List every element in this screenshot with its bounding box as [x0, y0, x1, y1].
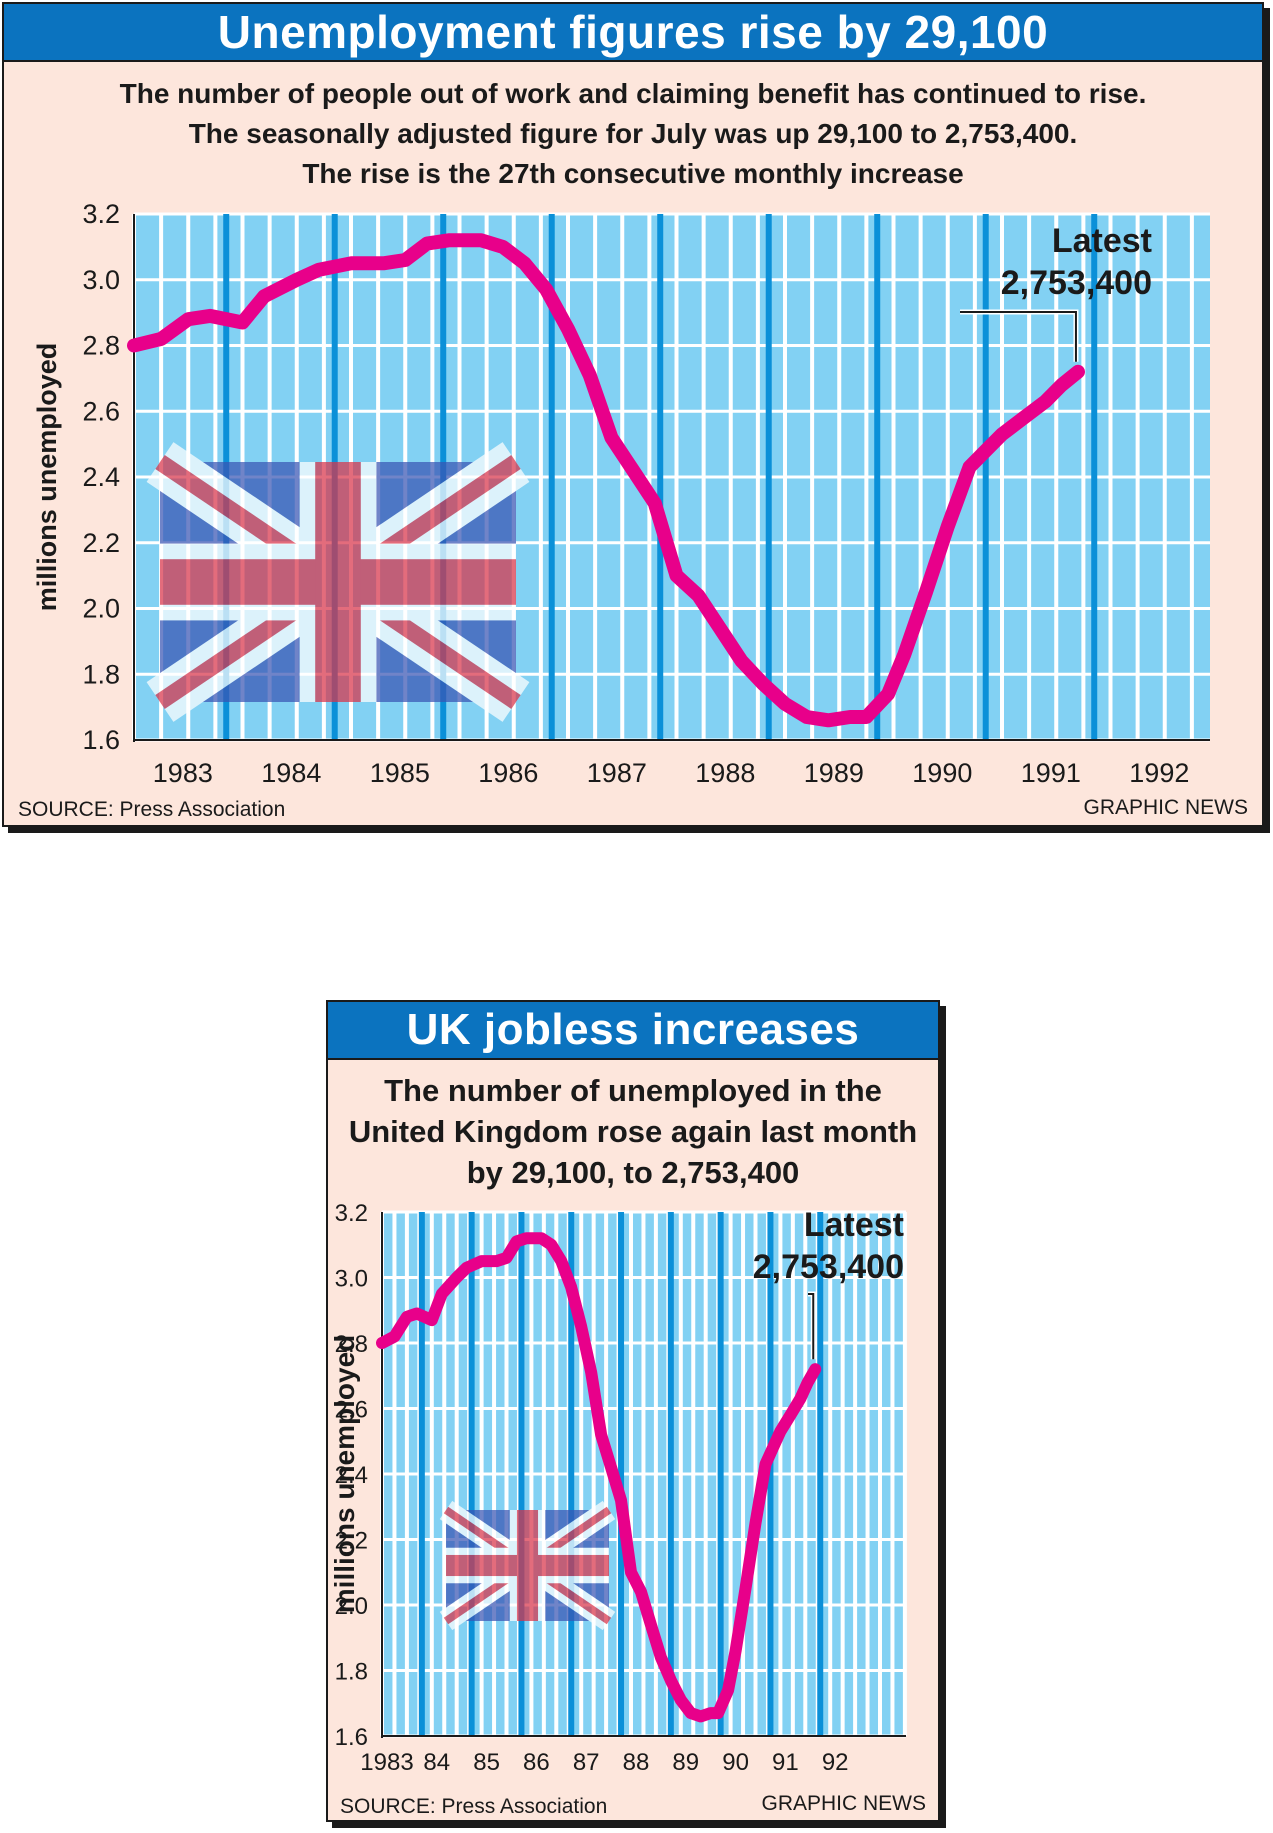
y-tick-label: 2.2: [82, 528, 120, 558]
y-axis-title: millions unemployed: [329, 1335, 360, 1613]
x-tick-label: 87: [573, 1749, 600, 1776]
panel-subtitle: The number of people out of work and cla…: [4, 74, 1262, 194]
x-tick-label: 90: [722, 1749, 749, 1776]
subtitle-line: The seasonally adjusted figure for July …: [188, 118, 1078, 149]
chart-panel-2: UK jobless increases The number of unemp…: [326, 1000, 940, 1822]
y-axis-title: millions unemployed: [32, 343, 62, 612]
y-tick-label: 1.8: [82, 659, 120, 689]
x-tick-label: 89: [672, 1749, 699, 1776]
y-tick-label: 3.0: [335, 1266, 368, 1293]
x-tick-label: 86: [523, 1749, 550, 1776]
x-tick-label: 1992: [1129, 758, 1189, 788]
y-tick-label: 2.0: [82, 594, 120, 624]
y-tick-label: 2.0: [335, 1593, 368, 1620]
x-tick-label: 84: [423, 1749, 450, 1776]
x-tick-label: 1989: [804, 758, 864, 788]
union-jack-flag-icon: [439, 1500, 616, 1631]
x-tick-label: 1983: [153, 758, 213, 788]
subtitle-line: by 29,100, to 2,753,400: [466, 1155, 800, 1190]
x-tick-label: 88: [623, 1749, 650, 1776]
x-tick-label: 1988: [695, 758, 755, 788]
y-tick-label: 2.6: [82, 396, 120, 426]
panel-title: Unemployment figures rise by 29,100: [4, 4, 1262, 62]
y-tick-label: 1.6: [82, 725, 120, 755]
y-tick-label: 2.6: [335, 1397, 368, 1424]
annotation-leader: [808, 1293, 815, 1360]
x-tick-label: 91: [772, 1749, 799, 1776]
y-tick-label: 3.2: [82, 199, 120, 229]
data-series-line: [127, 233, 1085, 728]
x-tick-label: 1990: [912, 758, 972, 788]
credit-note: GRAPHIC NEWS: [1083, 796, 1248, 819]
credit-note: GRAPHIC NEWS: [761, 1792, 926, 1815]
x-tick-label: 1991: [1021, 758, 1081, 788]
y-tick-label: 1.6: [335, 1724, 368, 1751]
data-series-line: [376, 1232, 822, 1723]
subtitle-line: United Kingdom rose again last month: [348, 1114, 918, 1149]
union-jack-flag-icon: [146, 442, 530, 722]
x-tick-label: 1984: [261, 758, 321, 788]
x-tick-label: 85: [473, 1749, 500, 1776]
annotation-label: Latest: [804, 1206, 904, 1244]
annotation-leader: [960, 311, 1077, 362]
y-tick-label: 2.4: [335, 1462, 368, 1489]
subtitle-line: The rise is the 27th consecutive monthly…: [302, 158, 964, 189]
annotation-label: Latest: [1052, 222, 1152, 260]
source-note: SOURCE: Press Association: [18, 798, 286, 821]
y-tick-label: 2.2: [335, 1528, 368, 1555]
x-tick-label: 1986: [478, 758, 538, 788]
x-tick-label: 92: [822, 1749, 849, 1776]
y-tick-label: 3.0: [82, 265, 120, 295]
subtitle-line: The number of people out of work and cla…: [119, 78, 1147, 109]
y-tick-label: 2.8: [82, 331, 120, 361]
source-note: SOURCE: Press Association: [340, 1795, 608, 1818]
y-tick-label: 3.2: [335, 1200, 368, 1227]
annotation-value: 2,753,400: [1001, 264, 1152, 302]
chart-panel-1: Unemployment figures rise by 29,100 The …: [2, 2, 1264, 827]
y-tick-label: 1.8: [335, 1659, 368, 1686]
subtitle-line: The number of unemployed in the: [384, 1073, 882, 1108]
panel-title: UK jobless increases: [328, 1002, 938, 1060]
x-tick-label: 1987: [587, 758, 647, 788]
panel-subtitle: The number of unemployed in the United K…: [328, 1070, 938, 1193]
x-tick-label: 1985: [370, 758, 430, 788]
line-chart: 3.2 3.0 2.8 2.6 2.4 2.2 2.0 1.8 1.6 1983 1984 1985 1…: [32, 199, 1210, 788]
y-tick-label: 2.8: [335, 1331, 368, 1358]
x-tick-label: 1983: [360, 1749, 413, 1776]
y-tick-label: 2.4: [82, 462, 120, 492]
annotation-value: 2,753,400: [753, 1248, 904, 1286]
